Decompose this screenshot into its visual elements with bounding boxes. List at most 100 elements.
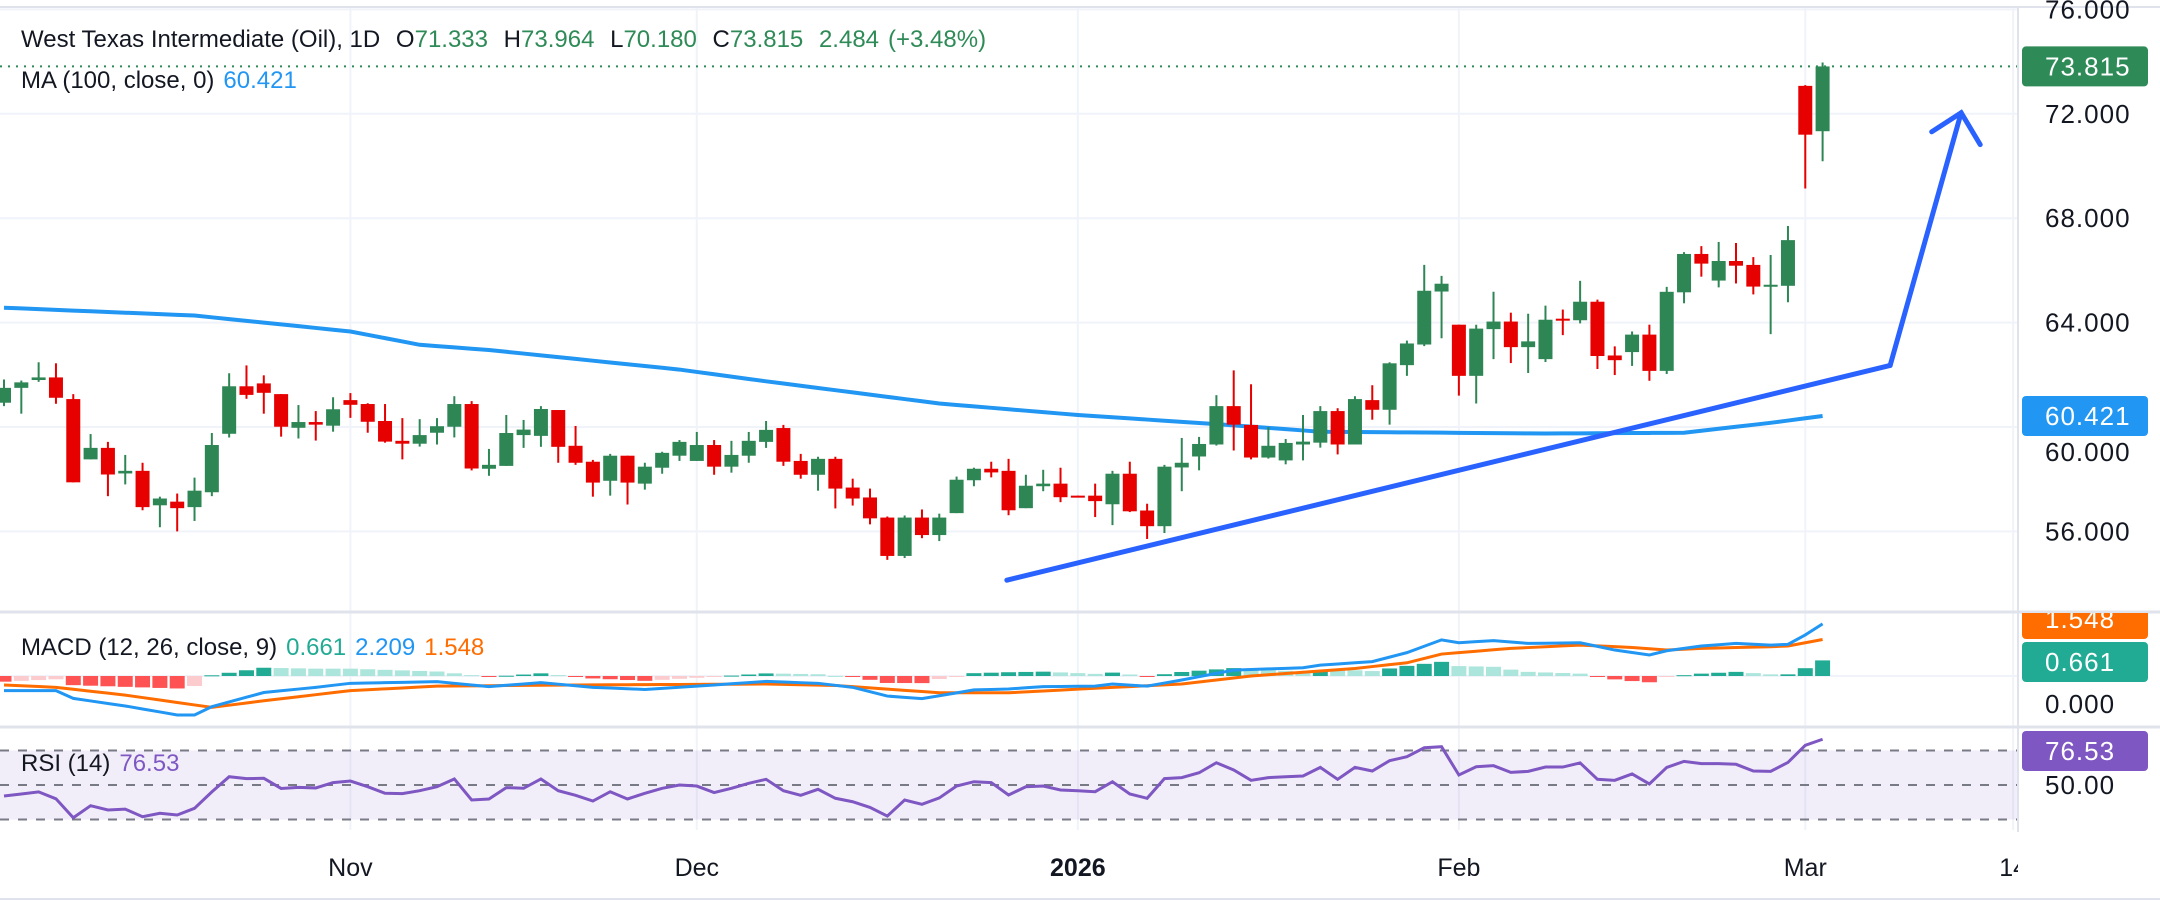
candle-down[interactable] xyxy=(464,401,479,471)
candle-up[interactable] xyxy=(447,396,462,438)
candle-down[interactable] xyxy=(1140,503,1155,539)
candle-up[interactable] xyxy=(516,419,531,448)
candle-up[interactable] xyxy=(1278,439,1293,465)
candle-down[interactable] xyxy=(1746,257,1761,295)
macd-signal-line[interactable] xyxy=(3,637,1823,709)
candle-up[interactable] xyxy=(1677,252,1692,304)
candle-down[interactable] xyxy=(135,462,150,511)
candle-down[interactable] xyxy=(863,488,877,525)
ma-100-line[interactable] xyxy=(3,305,1823,436)
candle-up[interactable] xyxy=(966,467,981,487)
candle-down[interactable] xyxy=(984,461,999,478)
candle-down[interactable] xyxy=(1451,324,1466,396)
candle-up[interactable] xyxy=(1347,396,1362,445)
candle-down[interactable] xyxy=(1729,242,1743,284)
candle-down[interactable] xyxy=(274,394,289,437)
candle-down[interactable] xyxy=(1590,299,1605,370)
candle-up[interactable] xyxy=(204,433,219,497)
candle-up[interactable] xyxy=(1538,305,1553,363)
candle-up[interactable] xyxy=(0,379,11,407)
candle-up[interactable] xyxy=(1711,241,1726,288)
candle-up[interactable] xyxy=(1261,427,1276,459)
candle-down[interactable] xyxy=(620,455,635,505)
candle-down[interactable] xyxy=(1555,309,1570,336)
candle-up[interactable] xyxy=(1521,313,1536,373)
candle-down[interactable] xyxy=(776,424,791,466)
candle-up[interactable] xyxy=(481,448,496,476)
candle-down[interactable] xyxy=(1244,384,1259,460)
candle-up[interactable] xyxy=(932,513,947,542)
candle-down[interactable] xyxy=(707,440,722,475)
candle-down[interactable] xyxy=(793,453,808,479)
candle-up[interactable] xyxy=(1036,469,1051,492)
candle-up[interactable] xyxy=(1434,275,1449,339)
candle-up[interactable] xyxy=(118,454,133,485)
candle-down[interactable] xyxy=(1694,246,1709,277)
candle-down[interactable] xyxy=(1607,346,1622,376)
candle-up[interactable] xyxy=(31,362,46,382)
candle-up[interactable] xyxy=(1209,395,1224,446)
time-axis[interactable]: Nov Dec 2026 Feb Mar 14 xyxy=(328,854,2027,882)
candle-down[interactable] xyxy=(343,393,358,418)
candle-up[interactable] xyxy=(1815,62,1830,162)
candle-up[interactable] xyxy=(1296,414,1310,461)
candle-down[interactable] xyxy=(551,410,566,463)
ma-legend[interactable]: MA (100, close, 0) 60.421 xyxy=(21,67,306,95)
candle-down[interactable] xyxy=(256,375,271,414)
price-pane[interactable] xyxy=(0,62,2018,583)
candle-up[interactable] xyxy=(1105,470,1120,526)
candle-down[interactable] xyxy=(239,365,254,399)
macd-line[interactable] xyxy=(4,622,1824,717)
candle-up[interactable] xyxy=(1192,436,1207,471)
candle-up[interactable] xyxy=(1573,280,1588,324)
candle-up[interactable] xyxy=(326,397,341,432)
candle-up[interactable] xyxy=(1174,437,1189,492)
candle-up[interactable] xyxy=(1382,362,1397,425)
candle-up[interactable] xyxy=(897,515,912,559)
candle-up[interactable] xyxy=(222,373,237,438)
candle-up[interactable] xyxy=(1469,324,1484,404)
candle-up[interactable] xyxy=(724,440,739,473)
candle-up[interactable] xyxy=(83,434,98,460)
candle-up[interactable] xyxy=(533,406,548,447)
candle-up[interactable] xyxy=(603,453,618,496)
candle-up[interactable] xyxy=(655,451,670,474)
candle-down[interactable] xyxy=(100,441,115,497)
candle-down[interactable] xyxy=(880,516,895,560)
candle-up[interactable] xyxy=(1399,340,1414,376)
macd-axis[interactable]: 0.000 1.548 0.661 xyxy=(2022,599,2148,719)
trendline-drawing[interactable] xyxy=(1004,362,1893,583)
candle-up[interactable] xyxy=(672,440,687,461)
candle-down[interactable] xyxy=(1053,467,1068,503)
candle-down[interactable] xyxy=(360,403,375,433)
candle-up[interactable] xyxy=(1780,226,1795,303)
symbol-title[interactable]: West Texas Intermediate (Oil), 1D xyxy=(21,26,381,53)
candle-up[interactable] xyxy=(430,418,444,445)
candle-down[interactable] xyxy=(48,363,63,404)
candle-up[interactable] xyxy=(741,431,756,463)
candle-up[interactable] xyxy=(811,456,826,491)
candle-down[interactable] xyxy=(1070,495,1085,498)
candle-down[interactable] xyxy=(1122,461,1137,513)
candle-up[interactable] xyxy=(1018,474,1033,509)
candle-down[interactable] xyxy=(1001,458,1016,516)
candle-up[interactable] xyxy=(1417,264,1432,347)
candle-up[interactable] xyxy=(152,496,167,528)
candle-up[interactable] xyxy=(1486,291,1501,360)
candle-down[interactable] xyxy=(66,394,81,483)
candle-down[interactable] xyxy=(308,411,323,441)
rsi-legend[interactable]: RSI (14) 76.53 xyxy=(21,750,188,778)
candle-down[interactable] xyxy=(1798,85,1813,189)
candle-up[interactable] xyxy=(1313,406,1328,448)
candle-down[interactable] xyxy=(828,456,843,509)
candle-down[interactable] xyxy=(585,459,600,497)
candle-up[interactable] xyxy=(1659,286,1674,375)
candle-up[interactable] xyxy=(949,476,964,514)
candle-down[interactable] xyxy=(1642,324,1657,381)
candle-up[interactable] xyxy=(1157,464,1172,533)
candle-up[interactable] xyxy=(291,405,306,439)
rsi-line[interactable] xyxy=(3,737,1824,820)
candle-down[interactable] xyxy=(395,418,410,460)
candle-down[interactable] xyxy=(1365,385,1380,420)
